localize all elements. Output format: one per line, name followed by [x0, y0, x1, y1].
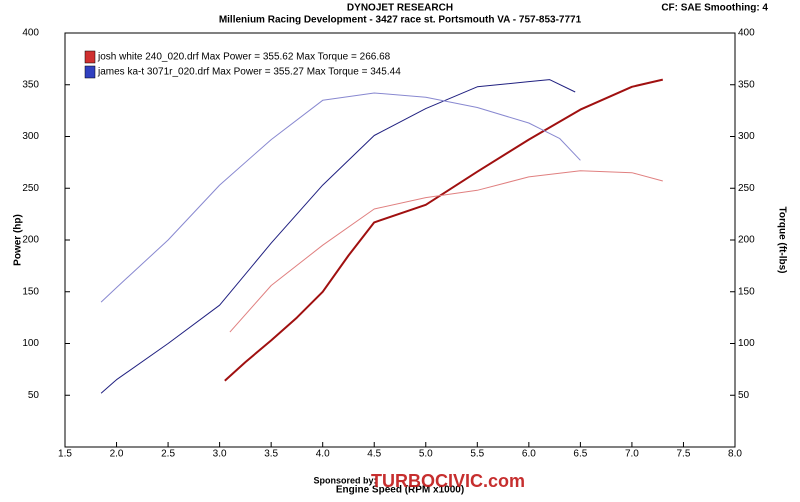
plot-area: [64, 32, 736, 448]
x-tick-label: 3.0: [213, 449, 227, 460]
series-line: [100, 79, 576, 394]
watermark: Sponsored by:: [313, 475, 376, 485]
x-tick-label: 6.5: [573, 449, 587, 460]
watermark: TURBOCIVIC.com: [371, 471, 525, 491]
y-tick-label: 250: [22, 183, 39, 194]
y-tick-label: 400: [22, 28, 39, 39]
y2-tick-label: 50: [738, 390, 750, 401]
x-axis-label: Engine Speed (RPM x1000): [336, 485, 464, 496]
legend-label: james ka-t 3071r_020.drf Max Power = 355…: [97, 67, 401, 78]
legend-label: josh white 240_020.drf Max Power = 355.6…: [97, 52, 391, 63]
y-tick-label: 350: [22, 79, 39, 90]
y2-axis-label: Torque (ft-lbs): [776, 206, 787, 273]
x-tick-label: 8.0: [728, 449, 742, 460]
y2-tick-label: 150: [738, 286, 755, 297]
x-tick-label: 2.0: [110, 449, 124, 460]
x-tick-label: 5.0: [419, 449, 433, 460]
corner-note: CF: SAE Smoothing: 4: [661, 3, 768, 14]
x-tick-label: 7.5: [677, 449, 691, 460]
series-line: [229, 170, 663, 333]
y2-tick-label: 250: [738, 183, 755, 194]
x-tick-label: 3.5: [264, 449, 278, 460]
y2-tick-label: 300: [738, 131, 755, 142]
y2-tick-label: 400: [738, 28, 755, 39]
y2-tick-label: 100: [738, 338, 755, 349]
y2-tick-label: 200: [738, 235, 755, 246]
series-line: [224, 78, 664, 382]
series-line: [100, 92, 581, 303]
x-tick-label: 5.5: [470, 449, 484, 460]
y-tick-label: 50: [28, 390, 40, 401]
x-tick-label: 7.0: [625, 449, 639, 460]
y2-tick-label: 350: [738, 79, 755, 90]
y-tick-label: 100: [22, 338, 39, 349]
y-tick-label: 300: [22, 131, 39, 142]
y-tick-label: 200: [22, 235, 39, 246]
x-tick-label: 6.0: [522, 449, 536, 460]
x-tick-label: 2.5: [161, 449, 175, 460]
chart-title: DYNOJET RESEARCH: [347, 3, 453, 14]
legend-swatch: [84, 65, 96, 79]
y-tick-label: 150: [22, 286, 39, 297]
chart-subtitle: Millenium Racing Development - 3427 race…: [219, 15, 582, 26]
x-tick-label: 1.5: [58, 449, 72, 460]
x-tick-label: 4.0: [316, 449, 330, 460]
legend-swatch: [84, 50, 96, 64]
x-tick-label: 4.5: [367, 449, 381, 460]
y-axis-label: Power (hp): [13, 214, 24, 266]
